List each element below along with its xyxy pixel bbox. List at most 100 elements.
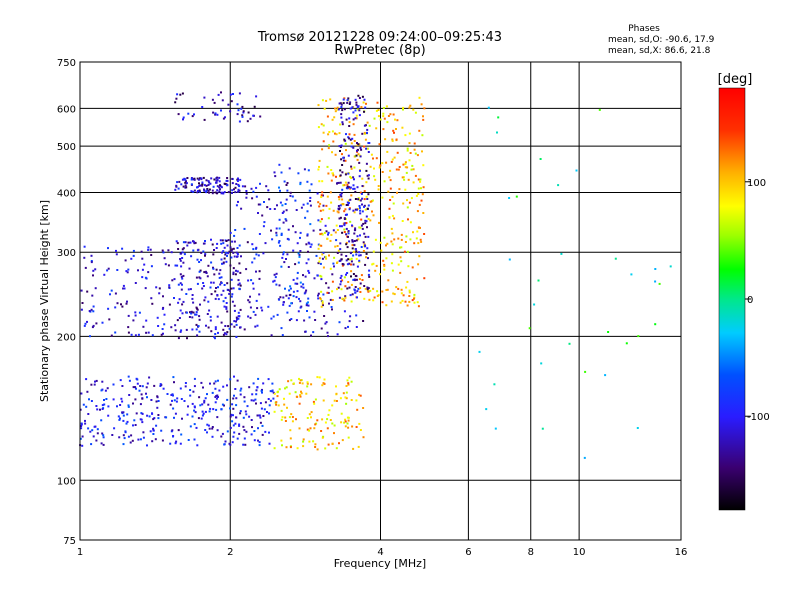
data-point (115, 249, 117, 252)
data-point (390, 160, 393, 163)
data-point (235, 251, 238, 254)
data-point (249, 295, 251, 298)
data-point (401, 220, 404, 222)
data-point (130, 333, 133, 336)
data-point (231, 403, 234, 406)
data-point (337, 286, 340, 289)
data-point (393, 238, 396, 241)
data-point (351, 247, 354, 250)
data-point (583, 456, 586, 459)
data-point (193, 189, 196, 192)
data-point (306, 233, 309, 236)
data-point (266, 411, 268, 413)
data-point (90, 261, 93, 264)
data-point (344, 142, 347, 145)
data-point (235, 397, 238, 400)
data-point (210, 238, 212, 241)
data-point (239, 178, 242, 181)
data-point (182, 247, 185, 250)
data-point (347, 97, 350, 100)
data-point (417, 192, 420, 195)
data-point (317, 126, 320, 129)
data-point (123, 287, 126, 290)
data-point (378, 166, 381, 169)
data-point (364, 222, 367, 225)
data-point (346, 287, 349, 290)
data-point (348, 186, 351, 189)
data-point (178, 298, 181, 301)
data-point (114, 306, 117, 309)
data-point (199, 190, 201, 193)
data-point (409, 152, 412, 154)
data-point (340, 288, 343, 291)
data-point (383, 117, 386, 120)
data-point (339, 193, 342, 196)
data-point (321, 418, 324, 421)
data-point (368, 124, 371, 127)
data-point (190, 255, 193, 258)
data-point (243, 429, 246, 432)
data-point (226, 254, 228, 257)
data-point (257, 212, 259, 214)
data-point (248, 386, 251, 389)
data-point (140, 250, 143, 253)
data-point (381, 162, 384, 165)
data-point (238, 185, 241, 188)
data-point (347, 202, 350, 204)
data-point (350, 380, 353, 383)
data-point (355, 278, 358, 281)
data-point (358, 205, 361, 207)
data-point (355, 239, 358, 242)
data-point (295, 319, 298, 322)
data-point (318, 376, 321, 379)
data-point (345, 255, 348, 257)
data-point (151, 334, 154, 337)
data-point (281, 212, 284, 214)
data-point (192, 249, 195, 252)
data-point (110, 289, 113, 292)
data-point (112, 383, 115, 386)
data-point (367, 151, 370, 153)
data-point (352, 187, 355, 190)
data-point (328, 409, 331, 412)
data-point (383, 265, 386, 268)
data-point (235, 320, 237, 323)
data-point (364, 106, 367, 109)
data-point (194, 411, 197, 414)
colorbar-label: [deg] (718, 72, 753, 87)
data-point (341, 439, 344, 442)
data-point (226, 282, 229, 285)
data-point (392, 129, 395, 132)
data-point (353, 133, 356, 136)
data-point (322, 131, 325, 134)
data-point (252, 399, 255, 402)
data-point (210, 281, 213, 284)
data-point (205, 184, 208, 187)
data-point (353, 178, 355, 181)
data-point (411, 299, 414, 302)
data-point (151, 412, 154, 415)
data-point (345, 149, 347, 152)
data-point (322, 382, 325, 385)
data-point (654, 323, 657, 326)
data-point (190, 190, 193, 193)
data-point (192, 311, 195, 314)
data-point (365, 256, 367, 259)
data-point (358, 259, 361, 262)
data-point (341, 171, 344, 174)
data-point (266, 206, 269, 209)
data-point (150, 254, 153, 256)
data-point (188, 267, 191, 270)
data-point (314, 398, 317, 401)
data-point (196, 258, 199, 261)
data-point (336, 108, 339, 111)
data-point (224, 440, 227, 443)
data-point (210, 261, 213, 264)
data-point (208, 410, 211, 413)
y-tick-label: 300 (57, 248, 76, 259)
data-point (291, 195, 294, 198)
x-tick-label: 1 (77, 547, 83, 558)
data-point (515, 195, 518, 198)
data-point (175, 440, 178, 443)
data-point (161, 328, 164, 330)
